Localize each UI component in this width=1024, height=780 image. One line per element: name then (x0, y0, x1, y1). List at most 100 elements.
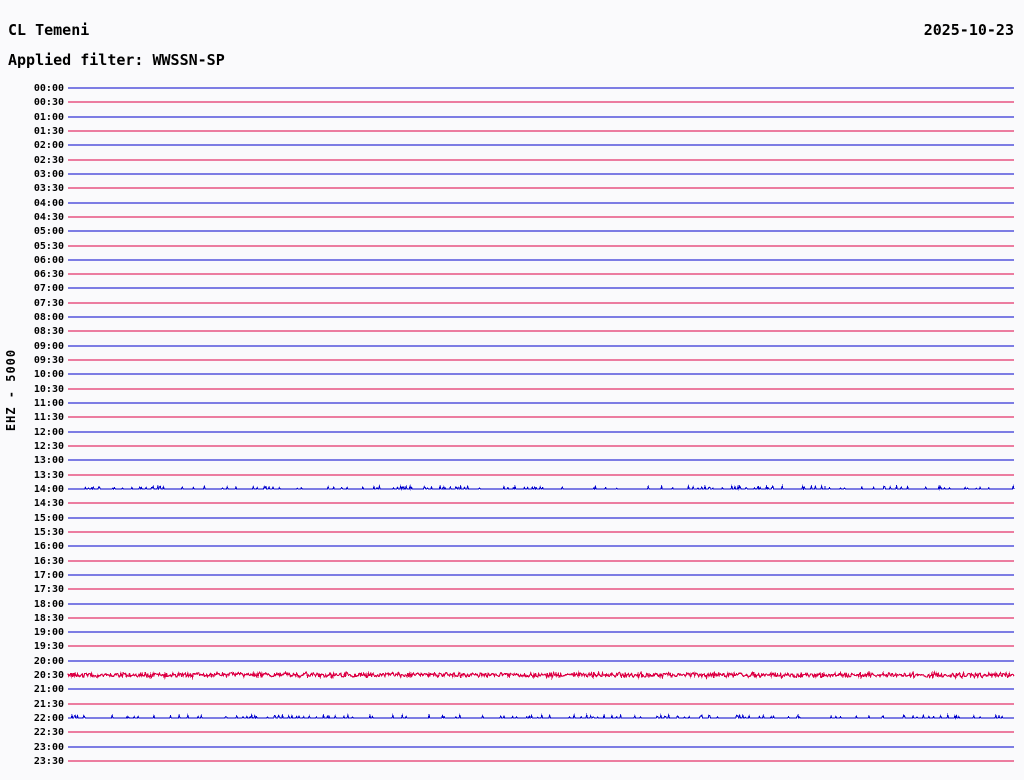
time-axis-label: 23:00 (33, 741, 64, 753)
waveform-trace (68, 296, 1014, 310)
trace-row: 16:30 (0, 556, 1024, 575)
trace-row: 06:00 (0, 255, 1024, 274)
trace-row: 10:30 (0, 384, 1024, 403)
waveform-trace (68, 196, 1014, 210)
trace-row: 14:30 (0, 498, 1024, 517)
trace-row: 04:30 (0, 212, 1024, 231)
trace-row: 12:30 (0, 441, 1024, 460)
trace-row: 18:30 (0, 613, 1024, 632)
time-axis-label: 09:00 (33, 340, 64, 352)
time-axis-label: 02:00 (33, 140, 64, 152)
waveform-trace (68, 324, 1014, 338)
time-axis-label: 08:00 (33, 312, 64, 324)
time-axis-label: 07:30 (33, 297, 64, 309)
trace-row: 21:30 (0, 699, 1024, 718)
trace-row: 05:30 (0, 241, 1024, 260)
time-axis-label: 12:30 (33, 441, 64, 452)
waveform-trace (68, 210, 1014, 224)
trace-row: 07:00 (0, 283, 1024, 302)
waveform-trace (68, 496, 1014, 510)
waveform-trace (68, 611, 1014, 625)
trace-row: 14:00 (0, 484, 1024, 503)
waveform-trace (68, 740, 1014, 754)
time-axis-label: 16:00 (33, 541, 64, 553)
waveform-trace (68, 281, 1014, 295)
record-date: 2025-10-23 (923, 21, 1014, 39)
trace-row: 17:30 (0, 584, 1024, 603)
trace-row: 09:30 (0, 355, 1024, 374)
time-axis-label: 19:00 (33, 627, 64, 639)
trace-row: 23:00 (0, 742, 1024, 761)
trace-row: 11:30 (0, 412, 1024, 431)
waveform-trace (68, 239, 1014, 253)
time-axis-label: 04:00 (33, 197, 64, 209)
trace-row: 17:00 (0, 570, 1024, 589)
page-title: CL Temeni (8, 21, 90, 39)
time-axis-label: 20:30 (33, 670, 64, 682)
trace-row: 20:00 (0, 656, 1024, 675)
trace-row: 19:30 (0, 641, 1024, 660)
waveform-trace (68, 124, 1014, 138)
time-axis-label: 03:00 (33, 168, 64, 180)
trace-row: 03:00 (0, 169, 1024, 188)
trace-row: 22:00 (0, 713, 1024, 732)
time-axis-label: 13:30 (33, 469, 64, 481)
trace-row: 03:30 (0, 183, 1024, 202)
waveform-trace (68, 110, 1014, 124)
trace-row: 04:00 (0, 198, 1024, 217)
time-axis-label: 03:30 (33, 183, 64, 195)
waveform-trace (68, 439, 1014, 453)
time-axis-label: 23:30 (33, 756, 64, 768)
waveform-trace (68, 224, 1014, 238)
waveform-trace (68, 582, 1014, 596)
trace-row: 13:30 (0, 470, 1024, 489)
waveform-trace (68, 310, 1014, 324)
waveform-trace (68, 711, 1014, 725)
time-axis-label: 01:00 (33, 111, 64, 123)
trace-row: 06:30 (0, 269, 1024, 288)
time-axis-label: 18:00 (33, 598, 64, 610)
waveform-trace (68, 253, 1014, 267)
waveform-trace (68, 453, 1014, 467)
time-axis-label: 10:30 (33, 383, 64, 395)
waveform-trace (68, 725, 1014, 739)
waveform-trace (68, 382, 1014, 396)
waveform-trace (68, 625, 1014, 639)
time-axis-label: 05:30 (33, 240, 64, 252)
time-axis-label: 15:30 (33, 526, 64, 538)
time-axis-label: 22:30 (33, 727, 64, 739)
waveform-trace (68, 511, 1014, 525)
waveform-trace (68, 639, 1014, 653)
time-axis-label: 17:00 (33, 569, 64, 581)
waveform-trace (68, 267, 1014, 281)
trace-row: 23:30 (0, 756, 1024, 775)
time-axis-label: 07:00 (33, 283, 64, 295)
waveform-trace (68, 425, 1014, 439)
time-axis-label: 19:30 (33, 641, 64, 653)
trace-row: 15:30 (0, 527, 1024, 546)
trace-row: 05:00 (0, 226, 1024, 245)
waveform-trace (67, 668, 1015, 682)
time-axis-label: 05:00 (33, 226, 64, 238)
waveform-trace (68, 396, 1014, 410)
header: CL Temeni 2025-10-23 Applied filter: WWS… (0, 0, 1024, 78)
time-axis-label: 16:30 (33, 555, 64, 567)
time-axis-label: 06:30 (33, 269, 64, 281)
waveform-trace (68, 525, 1014, 539)
waveform-trace (68, 95, 1014, 109)
trace-row: 00:00 (0, 83, 1024, 102)
time-axis-label: 15:00 (33, 512, 64, 524)
time-axis-label: 00:30 (33, 97, 64, 109)
time-axis-label: 14:00 (33, 483, 64, 495)
trace-row: 12:00 (0, 427, 1024, 446)
waveform-trace (68, 754, 1014, 768)
time-axis-label: 20:00 (33, 655, 64, 667)
time-axis-label: 01:30 (33, 125, 64, 137)
time-axis-label: 10:00 (33, 369, 64, 381)
waveform-trace (68, 167, 1014, 181)
trace-row: 18:00 (0, 599, 1024, 618)
waveform-trace (68, 410, 1014, 424)
trace-row: 00:30 (0, 97, 1024, 116)
applied-filter-label: Applied filter: WWSSN-SP (8, 51, 225, 69)
